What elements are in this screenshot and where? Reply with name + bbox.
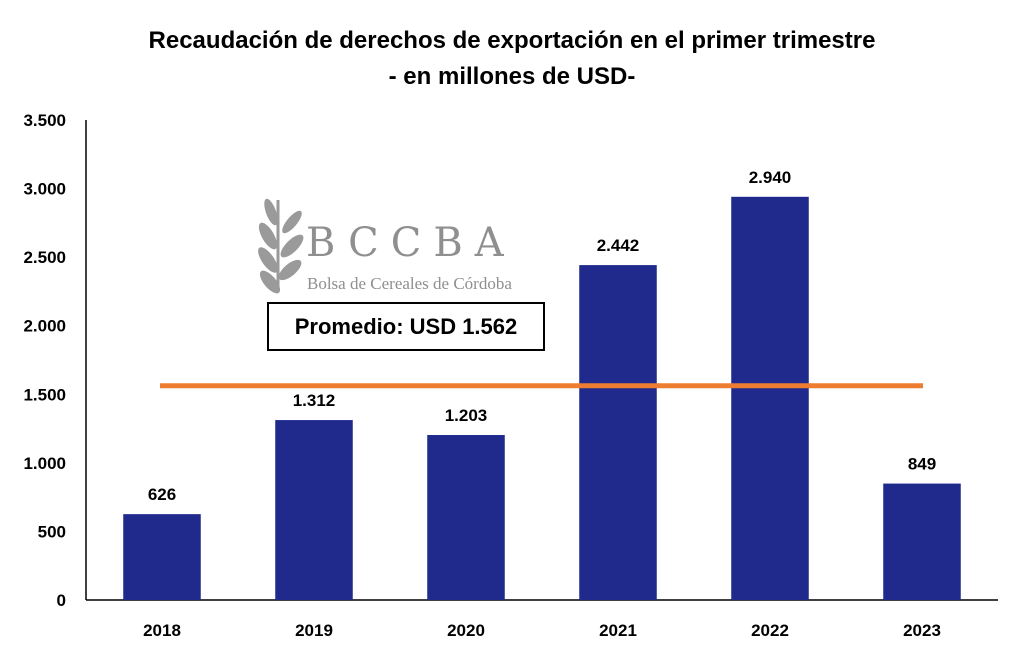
y-tick-label: 2.500 (23, 248, 66, 267)
bar (275, 420, 353, 600)
y-tick-label: 3.000 (23, 180, 66, 199)
logo-acronym: BCCBA (306, 220, 516, 266)
wheat-icon (258, 198, 304, 294)
y-tick-label: 0 (57, 591, 66, 610)
data-label: 1.203 (445, 406, 488, 425)
average-callout: Promedio: USD 1.562 (267, 302, 545, 351)
average-box (267, 302, 545, 351)
data-label: 2.940 (749, 168, 792, 187)
x-tick-label: 2020 (447, 621, 485, 640)
logo-name: Bolsa de Cereales de Córdoba (307, 274, 512, 293)
chart-title: Recaudación de derechos de exportación e… (149, 27, 876, 54)
y-tick-label: 500 (38, 522, 66, 541)
bar (883, 483, 961, 600)
bars: 626 2018 1.312 2019 1.203 2020 2.442 2021 2.940 2… (123, 168, 961, 640)
y-tick-label: 1.000 (23, 454, 66, 473)
x-tick-label: 2021 (599, 621, 637, 640)
bar (427, 435, 505, 600)
x-tick-label: 2018 (143, 621, 181, 640)
y-tick-label: 1.500 (23, 385, 66, 404)
x-tick-label: 2023 (903, 621, 941, 640)
y-tick-labels: 0 500 1.000 1.500 2.000 2.500 3.000 3.500 (23, 111, 66, 610)
chart-subtitle: - en millones de USD- (389, 63, 636, 90)
data-label: 849 (908, 455, 936, 474)
bar (731, 196, 809, 601)
bar (123, 514, 201, 600)
x-tick-label: 2019 (295, 621, 333, 640)
data-label: 1.312 (293, 391, 336, 410)
bar (579, 265, 657, 600)
data-label: 626 (148, 485, 176, 504)
y-tick-label: 2.000 (23, 317, 66, 336)
y-tick-label: 3.500 (23, 111, 66, 130)
data-label: 2.442 (597, 236, 640, 255)
average-label: Promedio: USD 1.562 (295, 314, 518, 339)
x-tick-label: 2022 (751, 621, 789, 640)
bccba-logo: BCCBA Bolsa de Cereales de Córdoba (258, 198, 516, 294)
